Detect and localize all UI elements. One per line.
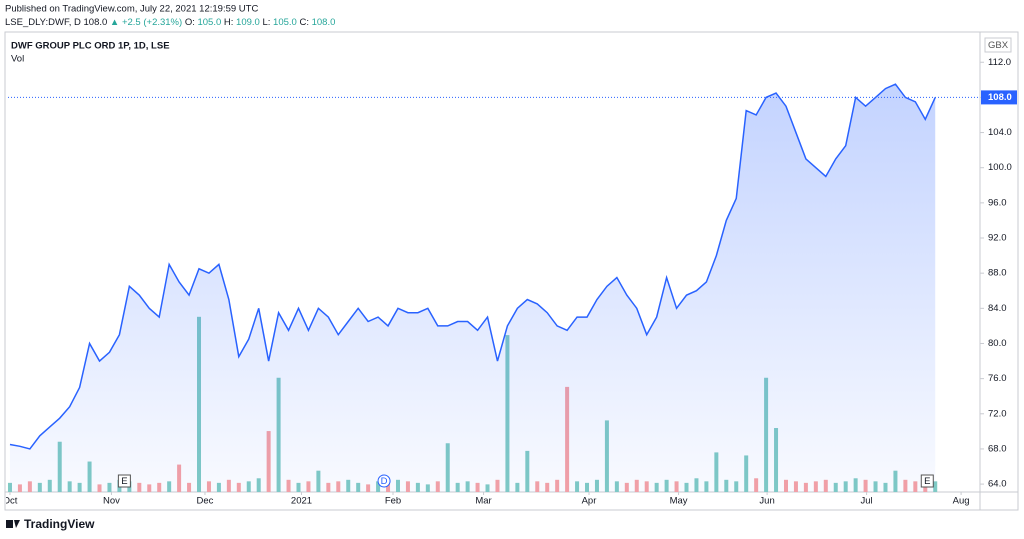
- y-tick-label: 76.0: [988, 373, 1007, 384]
- currency: GBX: [988, 40, 1009, 51]
- x-tick-label: Oct: [3, 496, 18, 507]
- ohlc-value: 105.0: [197, 17, 221, 28]
- x-tick-label: Aug: [953, 496, 970, 507]
- y-tick-label: 92.0: [988, 233, 1007, 244]
- x-axis: Oct Nov Dec 2021 Feb Mar Apr May Jun Jul Aug: [3, 492, 970, 507]
- price-area: [9, 84, 936, 492]
- event-marker: [920, 474, 934, 488]
- ohlc-value: 108.0: [312, 17, 336, 28]
- last-price-box: [981, 90, 1017, 105]
- event-label: E: [924, 476, 930, 487]
- brand: TradingView: [24, 517, 95, 531]
- event-marker: [377, 474, 391, 488]
- frame: [4, 31, 1019, 511]
- x-tick-label: Apr: [582, 496, 597, 507]
- change: ▲ +2.5 (+2.31%): [110, 17, 182, 28]
- ohlc-label: L:: [262, 17, 270, 28]
- last: 108.0: [84, 17, 108, 28]
- last-price-label: 108.0: [988, 92, 1012, 103]
- ohlc-value: 105.0: [273, 17, 297, 28]
- x-tick-label: Jul: [861, 496, 873, 507]
- y-tick-label: 84.0: [988, 303, 1007, 314]
- x-tick-label: May: [670, 496, 688, 507]
- currency-box[interactable]: [984, 37, 1012, 53]
- y-tick-label: 88.0: [988, 268, 1007, 279]
- event-marker: [117, 474, 131, 488]
- x-tick-label: Dec: [197, 496, 214, 507]
- x-tick-label: Feb: [385, 496, 401, 507]
- y-tick-label: 80.0: [988, 338, 1007, 349]
- quote-header: LSE_DLY:DWF, D 108.0 ▲ +2.5 (+2.31%) O: …: [5, 17, 335, 28]
- x-tick-label: Nov: [103, 496, 120, 507]
- plot: [6, 83, 980, 492]
- x-tick-label: Jun: [759, 496, 774, 507]
- y-tick-label: 104.0: [988, 127, 1012, 138]
- y-tick-label: 100.0: [988, 162, 1012, 173]
- ohlc-label: C:: [299, 17, 309, 28]
- event-label: E: [121, 476, 127, 487]
- volume-label: Vol: [11, 54, 24, 65]
- ohlc-value: 109.0: [236, 17, 260, 28]
- price-line: [9, 83, 936, 450]
- chart-title: DWF GROUP PLC ORD 1P, 1D, LSE: [11, 41, 170, 52]
- x-tick-label: 2021: [291, 496, 312, 507]
- y-tick-label: 64.0: [988, 479, 1007, 490]
- x-tick-label: Mar: [475, 496, 491, 507]
- ohlc-label: H:: [224, 17, 234, 28]
- y-tick-label: 68.0: [988, 443, 1007, 454]
- event-label: D: [381, 476, 388, 487]
- y-tick-label: 112.0: [988, 57, 1011, 68]
- symbol: LSE_DLY:DWF, D: [5, 17, 81, 28]
- y-tick-label: 96.0: [988, 197, 1007, 208]
- volume-bar: [7, 482, 12, 492]
- ohlc-label: O:: [185, 17, 195, 28]
- y-tick-label: 72.0: [988, 408, 1007, 419]
- quote: LSE_DLY:DWF, D 108.0 ▲ +2.5 (+2.31%) O: …: [5, 17, 335, 28]
- logo: TradingView: [6, 517, 95, 531]
- published: Published on TradingView.com, July 22, 2…: [5, 4, 258, 15]
